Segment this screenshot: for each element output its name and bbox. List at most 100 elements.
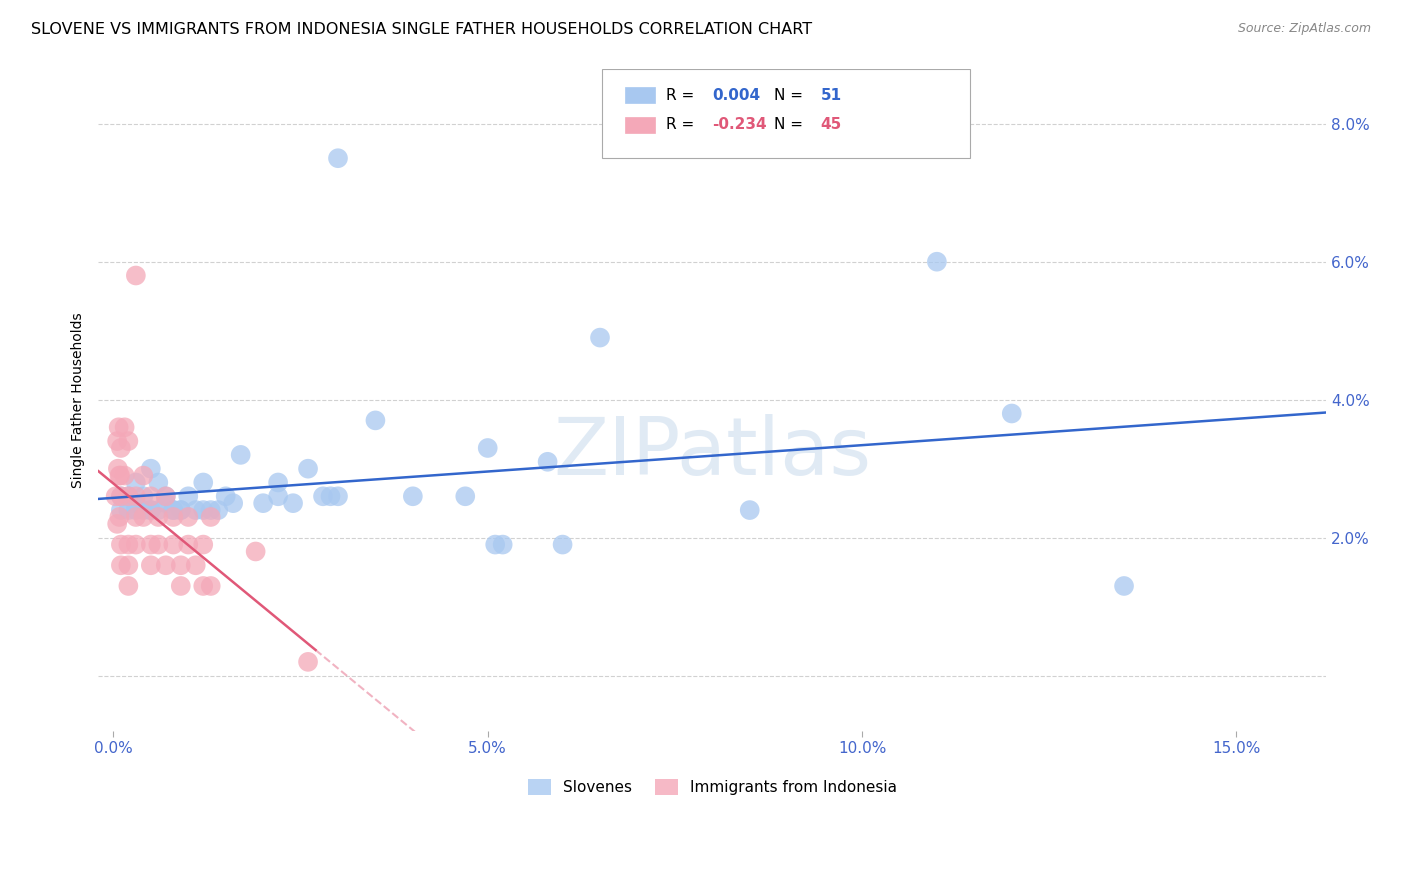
Legend: Slovenes, Immigrants from Indonesia: Slovenes, Immigrants from Indonesia xyxy=(520,772,904,803)
Point xyxy=(170,503,193,517)
Point xyxy=(117,503,139,517)
Point xyxy=(155,558,177,573)
Point xyxy=(125,510,148,524)
Point xyxy=(117,489,139,503)
Point xyxy=(114,420,136,434)
Point xyxy=(177,510,200,524)
Point xyxy=(184,558,207,573)
Point xyxy=(207,503,229,517)
Point xyxy=(125,268,148,283)
Point xyxy=(107,420,129,434)
Point xyxy=(139,461,162,475)
Point xyxy=(200,579,222,593)
Point xyxy=(162,503,184,517)
Point xyxy=(402,489,425,503)
Point xyxy=(1112,579,1135,593)
FancyBboxPatch shape xyxy=(602,69,970,158)
Point xyxy=(148,475,170,490)
Point xyxy=(117,489,139,503)
Text: 45: 45 xyxy=(820,118,842,132)
Point xyxy=(139,558,162,573)
Point xyxy=(108,468,131,483)
Point xyxy=(125,489,148,503)
Point xyxy=(125,538,148,552)
Point xyxy=(117,434,139,448)
FancyBboxPatch shape xyxy=(626,87,655,103)
Point xyxy=(125,475,148,490)
Point xyxy=(117,538,139,552)
Point xyxy=(117,579,139,593)
Point xyxy=(297,461,319,475)
Text: N =: N = xyxy=(773,118,807,132)
Point xyxy=(125,496,148,510)
Point xyxy=(319,489,342,503)
Point xyxy=(193,475,215,490)
Point xyxy=(184,503,207,517)
Point xyxy=(215,489,238,503)
Point xyxy=(148,510,170,524)
Point xyxy=(148,503,170,517)
Point xyxy=(589,330,612,344)
Point xyxy=(200,510,222,524)
Point xyxy=(229,448,252,462)
Point xyxy=(222,496,245,510)
Point xyxy=(551,538,574,552)
Point xyxy=(162,510,184,524)
Point xyxy=(132,503,155,517)
Text: R =: R = xyxy=(665,87,699,103)
Point xyxy=(155,489,177,503)
Point xyxy=(267,475,290,490)
Point xyxy=(170,558,193,573)
Point xyxy=(110,558,132,573)
Point xyxy=(193,538,215,552)
Point xyxy=(177,489,200,503)
Point xyxy=(1001,407,1024,421)
Point xyxy=(110,538,132,552)
Point xyxy=(114,468,136,483)
Point xyxy=(170,503,193,517)
Text: R =: R = xyxy=(665,118,699,132)
Point xyxy=(177,538,200,552)
Point xyxy=(297,655,319,669)
Point xyxy=(162,538,184,552)
Point xyxy=(155,489,177,503)
Point xyxy=(326,151,349,165)
Point xyxy=(139,489,162,503)
Text: 0.004: 0.004 xyxy=(713,87,761,103)
Point xyxy=(105,434,128,448)
Point xyxy=(108,510,131,524)
Text: Source: ZipAtlas.com: Source: ZipAtlas.com xyxy=(1237,22,1371,36)
Point xyxy=(245,544,267,558)
Point xyxy=(536,455,558,469)
Point xyxy=(139,503,162,517)
Point xyxy=(108,468,131,483)
Text: SLOVENE VS IMMIGRANTS FROM INDONESIA SINGLE FATHER HOUSEHOLDS CORRELATION CHART: SLOVENE VS IMMIGRANTS FROM INDONESIA SIN… xyxy=(31,22,813,37)
Point xyxy=(326,489,349,503)
Point xyxy=(117,558,139,573)
Text: N =: N = xyxy=(773,87,807,103)
Point xyxy=(110,503,132,517)
Point xyxy=(267,489,290,503)
Point xyxy=(148,538,170,552)
Point xyxy=(364,413,387,427)
Point xyxy=(132,468,155,483)
Point xyxy=(477,441,499,455)
Point xyxy=(193,579,215,593)
Point xyxy=(139,503,162,517)
Point xyxy=(492,538,515,552)
Point xyxy=(252,496,274,510)
Point xyxy=(454,489,477,503)
Point xyxy=(132,489,155,503)
Text: ZIPatlas: ZIPatlas xyxy=(553,414,872,491)
Point xyxy=(193,503,215,517)
Point xyxy=(110,441,132,455)
Point xyxy=(155,496,177,510)
Point xyxy=(170,579,193,593)
Point xyxy=(107,461,129,475)
Point xyxy=(110,489,132,503)
Point xyxy=(738,503,761,517)
Point xyxy=(104,489,127,503)
Point xyxy=(200,503,222,517)
Point xyxy=(132,510,155,524)
Text: -0.234: -0.234 xyxy=(713,118,766,132)
